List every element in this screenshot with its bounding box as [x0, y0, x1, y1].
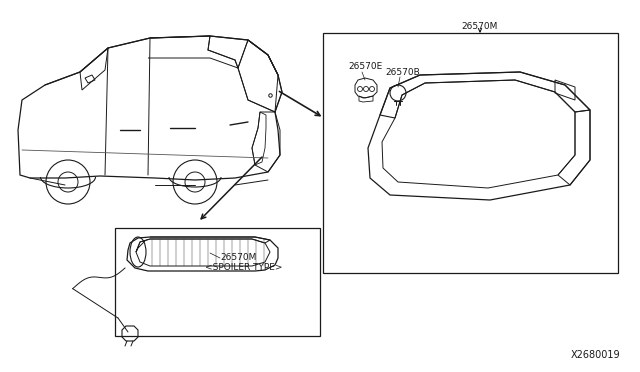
Bar — [115, 228, 320, 336]
Text: 26570M: 26570M — [220, 253, 257, 263]
Bar — [323, 33, 618, 273]
Text: 26570B: 26570B — [385, 68, 420, 77]
Text: X2680019: X2680019 — [570, 350, 620, 360]
Text: 26570M: 26570M — [462, 22, 498, 31]
Text: 26570E: 26570E — [348, 62, 382, 71]
Text: <SPOILER TYPE>: <SPOILER TYPE> — [205, 263, 282, 273]
